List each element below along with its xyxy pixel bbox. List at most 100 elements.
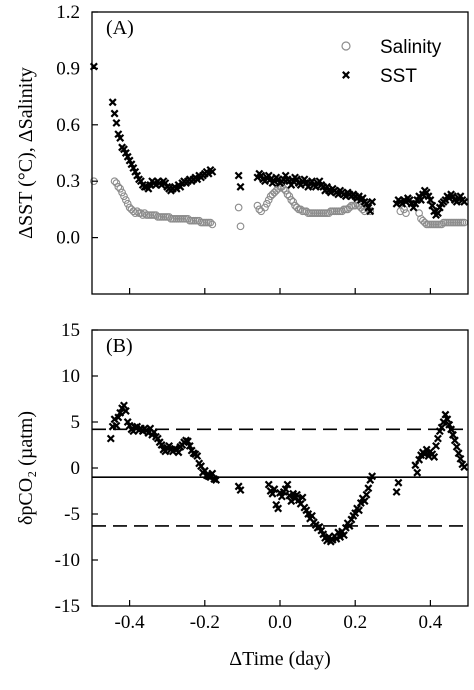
panel-a-y-axis-title: ΔSST (°C), ΔSalinity — [15, 67, 37, 239]
x-tick-label: 0.2 — [343, 612, 367, 633]
salinity-point — [283, 190, 292, 199]
series-point — [345, 521, 354, 530]
series-point — [114, 413, 123, 422]
series-point — [185, 441, 194, 450]
sst-point — [426, 196, 435, 204]
sst-point — [234, 171, 243, 180]
salinity-point — [360, 207, 369, 216]
salinity-point — [402, 209, 410, 218]
salinity-point — [123, 199, 132, 208]
salinity-point — [234, 203, 243, 212]
series-point — [270, 485, 279, 494]
sst-legend-x — [342, 71, 350, 79]
legend-salinity-label: Salinity — [380, 37, 442, 58]
series-point — [443, 415, 452, 424]
panel-b-marks — [106, 401, 469, 546]
series-point — [119, 401, 128, 410]
y-tick-label: 10 — [61, 366, 80, 387]
sst-point — [460, 197, 469, 206]
series-point — [292, 490, 301, 499]
salinity-point — [253, 201, 262, 210]
y-tick-label: -5 — [64, 504, 80, 525]
salinity-point — [262, 199, 271, 208]
series-point — [368, 472, 377, 481]
series-point — [452, 442, 461, 451]
sst-point — [112, 118, 121, 127]
series-point — [445, 420, 454, 429]
series-point — [411, 461, 420, 470]
series-point — [121, 406, 130, 415]
panel-b-y-axis-title: δpCO₂ (µatm) — [15, 411, 37, 525]
legend-sst-label: SST — [380, 66, 417, 87]
series-point — [150, 428, 159, 437]
series-point — [112, 421, 121, 430]
salinity-point — [293, 203, 301, 212]
series-point — [441, 410, 450, 419]
sst-point — [208, 167, 217, 176]
salinity-point — [118, 188, 126, 197]
salinity-point — [120, 192, 128, 201]
series-point — [157, 441, 166, 449]
series-point — [392, 487, 401, 496]
series-point — [456, 454, 465, 463]
panel-b-label: (B) — [106, 335, 133, 357]
salinity-point — [285, 192, 294, 201]
series-point — [433, 434, 442, 443]
series-point — [274, 504, 283, 513]
series-point — [447, 425, 456, 434]
series-point — [339, 531, 348, 540]
series-point — [364, 484, 373, 493]
panel-a: 0.0 0.3 0.6 0.9 1.2 (A) ΔSST (°C), ΔSalinity… — [15, 2, 469, 295]
series-point — [430, 452, 439, 461]
salinity-point — [112, 179, 121, 187]
sst-point — [110, 109, 119, 118]
series-point — [298, 493, 307, 502]
series-point — [277, 492, 286, 501]
series-point — [354, 506, 363, 515]
panel-b-x-axis-title: ΔTime (day) — [229, 648, 331, 670]
sst-point — [417, 196, 425, 204]
salinity-point — [138, 211, 147, 219]
series-point — [268, 489, 277, 498]
sst-point — [368, 197, 377, 206]
series-point — [413, 468, 422, 477]
series-point — [281, 485, 290, 494]
series-point — [437, 423, 446, 432]
panel-a-axes: 0.0 0.3 0.6 0.9 1.2 — [56, 2, 431, 294]
y-tick-label: 0.3 — [56, 171, 80, 192]
series-point — [193, 452, 202, 461]
series-point — [460, 463, 469, 472]
y-tick-label: 5 — [71, 412, 81, 433]
sst-point — [108, 98, 117, 107]
series-point — [116, 408, 125, 417]
y-tick-label: 0.0 — [56, 228, 80, 249]
salinity-point — [261, 203, 269, 212]
salinity-point — [110, 177, 119, 186]
salinity-point — [206, 218, 215, 227]
x-tick-label: 0.0 — [268, 612, 292, 633]
salinity-point — [133, 207, 141, 216]
sst-point — [366, 207, 375, 216]
series-point — [432, 441, 441, 450]
panel-b-axes: -0.4 -0.2 0.0 0.2 0.4 -15 -10 -5 0 5 10 15 — [55, 320, 443, 633]
sst-point — [428, 201, 437, 210]
x-tick-label: 0.4 — [419, 612, 443, 633]
y-tick-label: 1.2 — [56, 2, 80, 23]
series-point — [362, 490, 371, 499]
y-tick-label: 0.6 — [56, 115, 80, 136]
legend-sst-marker — [342, 71, 350, 79]
salinity-point — [121, 196, 130, 204]
y-tick-label: -15 — [55, 596, 80, 617]
y-tick-label: 0.9 — [56, 58, 80, 79]
panel-b-reference-lines — [92, 428, 468, 527]
salinity-point — [264, 196, 273, 204]
series-point — [106, 434, 115, 443]
series-point — [450, 436, 459, 445]
sst-point — [116, 133, 125, 142]
salinity-point — [287, 196, 296, 204]
series-point — [208, 469, 217, 478]
salinity-point — [116, 184, 125, 193]
series-point — [448, 430, 457, 439]
